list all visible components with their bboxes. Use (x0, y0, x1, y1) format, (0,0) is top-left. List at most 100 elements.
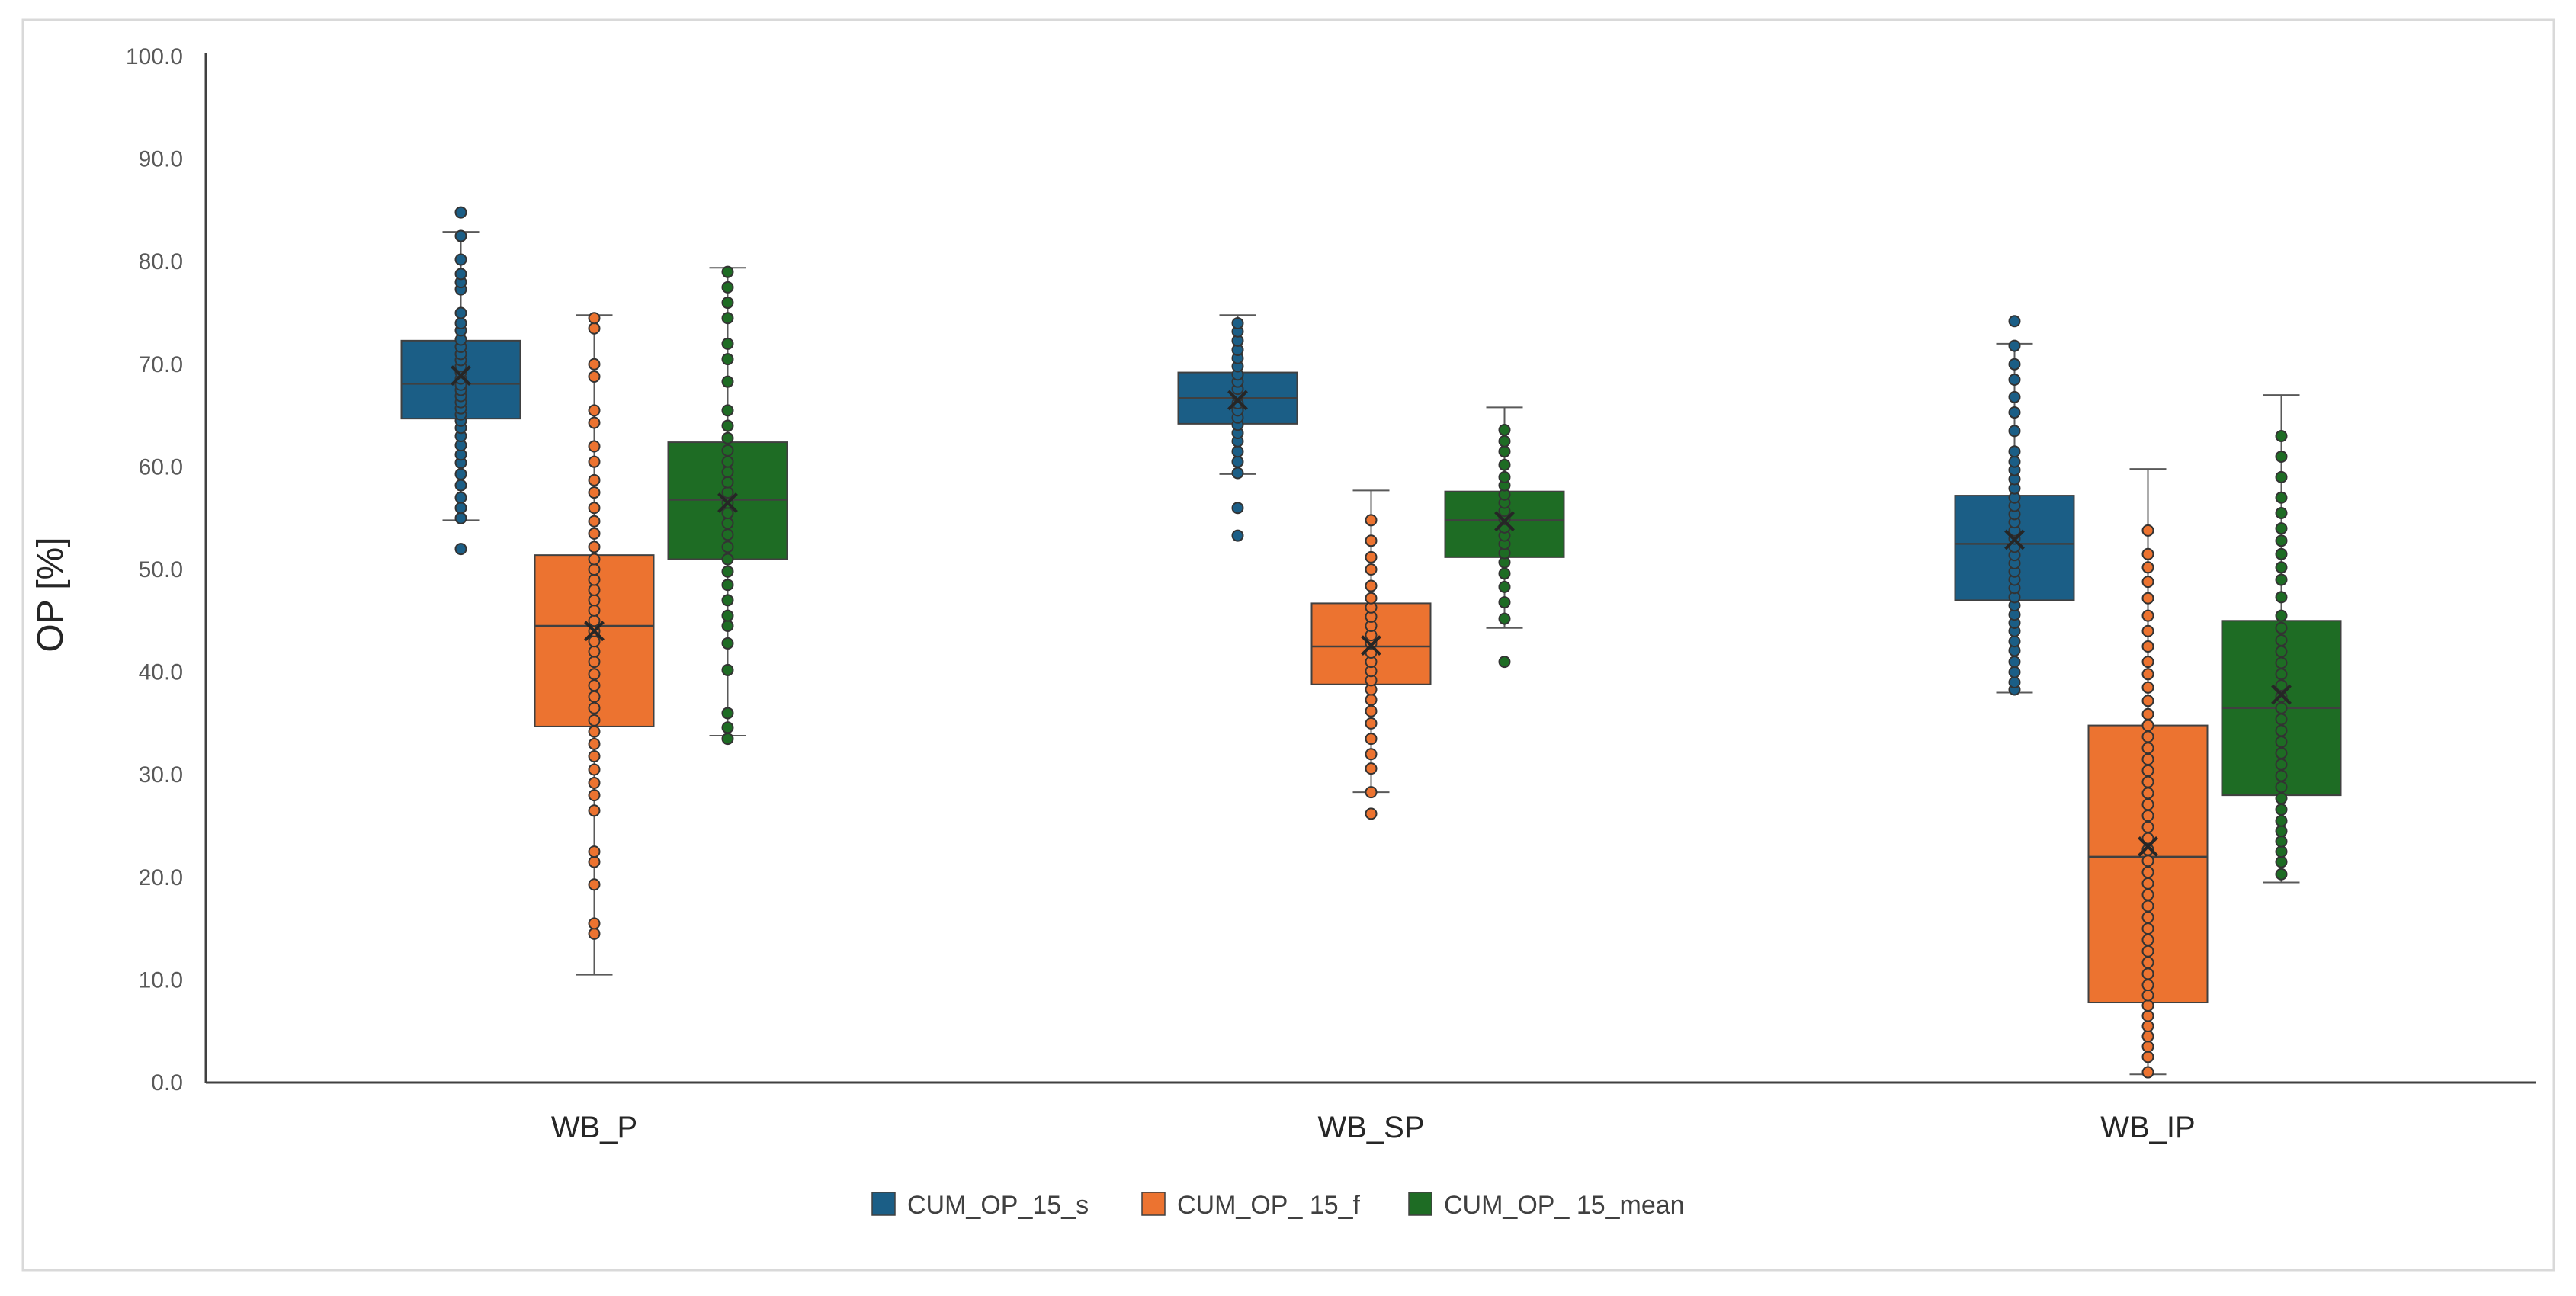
data-point (588, 553, 601, 566)
data-point (588, 635, 601, 648)
data-point (1365, 733, 1378, 746)
data-point (2141, 1040, 2154, 1053)
legend: CUM_OP_15_s CUM_OP_ 15_f CUM_OP_ 15_mean (871, 1191, 1685, 1220)
mean-marker (2004, 529, 2025, 550)
data-point (2008, 635, 2021, 648)
data-point (721, 506, 734, 519)
data-point (2275, 792, 2288, 805)
data-point (721, 486, 734, 499)
data-point (1498, 445, 1511, 458)
mean-marker (1361, 635, 1381, 656)
data-point (588, 855, 601, 868)
data-point (721, 528, 734, 541)
data-point (454, 316, 467, 329)
mean-marker (2271, 684, 2292, 705)
data-point (2275, 758, 2288, 771)
data-point (2275, 561, 2288, 574)
data-point (721, 609, 734, 622)
legend-item: CUM_OP_ 15_mean (1408, 1191, 1685, 1220)
data-point (588, 804, 601, 817)
mean-marker (1227, 390, 1248, 411)
data-point (1231, 316, 1244, 329)
data-point (721, 353, 734, 366)
legend-label: CUM_OP_15_s (907, 1191, 1089, 1220)
y-tick-label: 90.0 (139, 147, 183, 172)
data-point (588, 541, 601, 553)
data-point (588, 563, 601, 576)
data-point (2275, 835, 2288, 848)
legend-swatch (871, 1192, 896, 1216)
category-label: WB_IP (2100, 1111, 2195, 1144)
data-point (2008, 373, 2021, 386)
data-point (2275, 506, 2288, 519)
data-point (2141, 855, 2154, 868)
data-point (588, 322, 601, 335)
data-point (2008, 676, 2021, 689)
data-point (2275, 868, 2288, 881)
data-point (1498, 423, 1511, 436)
mean-marker (451, 365, 471, 387)
y-tick-label: 10.0 (139, 967, 183, 993)
data-point (2275, 736, 2288, 749)
data-point (1365, 748, 1378, 761)
data-point (2008, 358, 2021, 371)
data-point (454, 543, 467, 556)
data-point (2275, 430, 2288, 443)
data-point (2008, 390, 2021, 403)
data-point (721, 663, 734, 676)
data-point (2141, 742, 2154, 755)
data-point (2141, 967, 2154, 980)
data-point (2008, 666, 2021, 678)
data-point (588, 502, 601, 515)
legend-swatch (1408, 1192, 1432, 1216)
legend-swatch (1141, 1192, 1166, 1216)
data-point (2275, 534, 2288, 547)
series-group (400, 206, 2075, 696)
data-point (2141, 1066, 2154, 1079)
data-point (1365, 514, 1378, 527)
data-point (2141, 730, 2154, 743)
data-point (588, 455, 601, 468)
data-point (454, 502, 467, 515)
data-point (2008, 339, 2021, 352)
data-point (454, 479, 467, 492)
data-point (588, 690, 601, 703)
data-point (721, 553, 734, 566)
data-point (721, 265, 734, 278)
y-axis-title: OP [%] (30, 537, 71, 652)
y-tick-label: 80.0 (139, 249, 183, 274)
data-point (2275, 814, 2288, 827)
data-point (2275, 491, 2288, 504)
data-point (454, 229, 467, 242)
data-point (588, 614, 601, 627)
y-tick-label: 30.0 (139, 762, 183, 788)
data-point (588, 725, 601, 738)
data-point (2141, 979, 2154, 992)
data-point (588, 656, 601, 669)
data-point (1365, 762, 1378, 775)
data-point (721, 375, 734, 388)
data-point (2141, 922, 2154, 935)
data-point (1365, 704, 1378, 717)
data-point (1365, 717, 1378, 730)
y-axis-ticks: 0.0 10.0 20.0 30.0 40.0 50.0 60.0 70.0 80.0 90.0 1… (126, 44, 183, 1096)
data-point (1231, 455, 1244, 468)
data-point (2141, 592, 2154, 605)
data-point (2141, 1030, 2154, 1043)
data-point (2141, 866, 2154, 879)
data-point (1365, 534, 1378, 547)
axes (204, 53, 2536, 1084)
data-point (2141, 1051, 2154, 1063)
mean-marker (1494, 511, 1515, 532)
data-point (2141, 656, 2154, 669)
data-point (721, 281, 734, 294)
legend-label: CUM_OP_ 15_f (1177, 1191, 1361, 1220)
data-point (2141, 900, 2154, 913)
data-point (2008, 425, 2021, 438)
data-point (2275, 645, 2288, 658)
data-point (721, 517, 734, 530)
data-point (2275, 634, 2288, 646)
mean-marker (2138, 836, 2158, 857)
data-point (588, 604, 601, 617)
